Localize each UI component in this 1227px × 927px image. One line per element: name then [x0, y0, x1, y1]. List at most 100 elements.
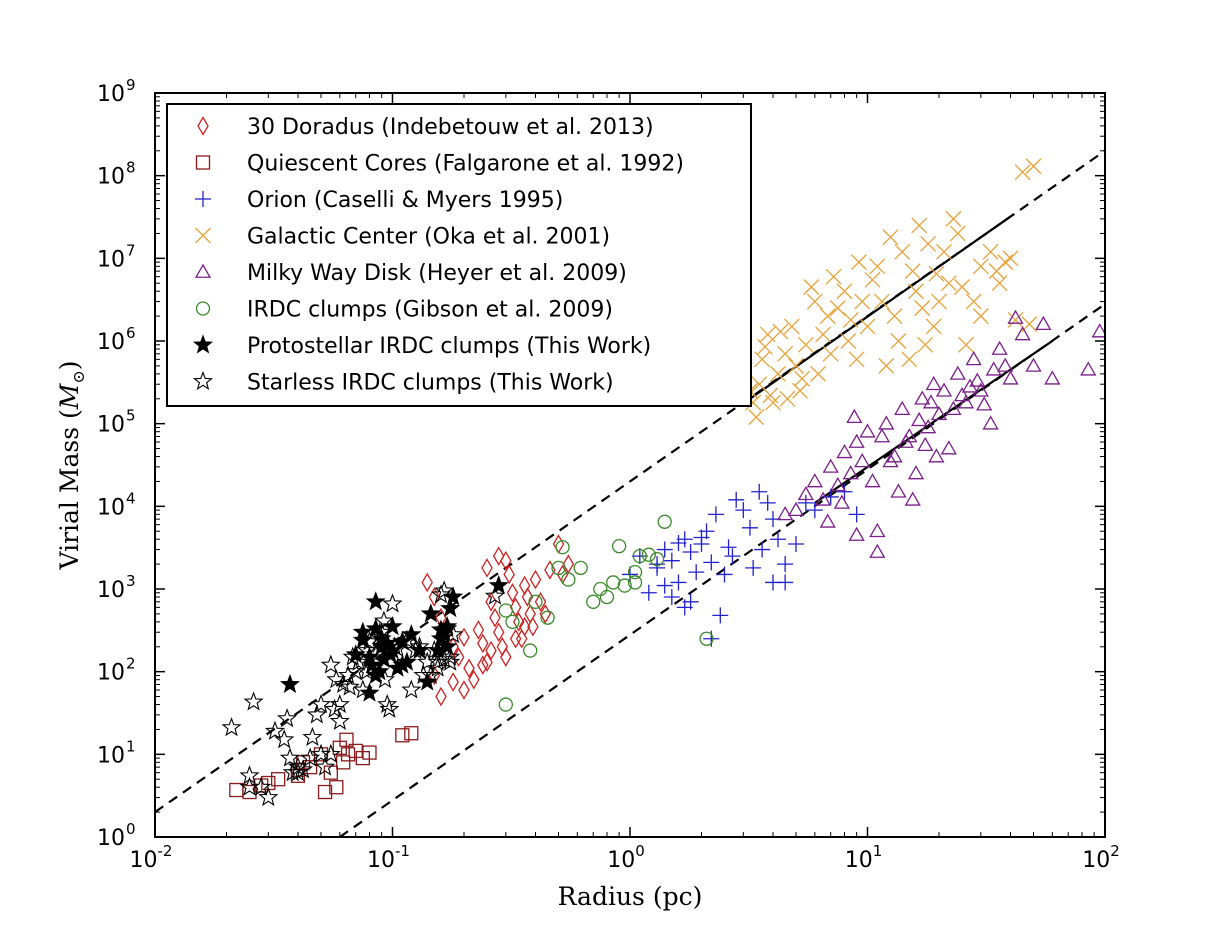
data-point	[815, 326, 832, 343]
data-point	[777, 556, 794, 573]
legend-label: Protostellar IRDC clumps (This Work)	[247, 334, 651, 359]
data-point	[338, 664, 359, 685]
legend-marker	[192, 370, 214, 391]
data-point	[925, 375, 942, 391]
data-point	[356, 661, 377, 681]
data-point	[329, 693, 350, 714]
legend-marker	[195, 301, 211, 316]
data-point	[925, 318, 942, 335]
data-point	[599, 589, 615, 605]
data-point	[561, 572, 576, 587]
data-point	[894, 400, 911, 416]
data-point	[421, 572, 433, 593]
data-point	[314, 756, 336, 776]
data-point	[864, 473, 881, 488]
data-point	[485, 592, 497, 612]
data-point	[377, 693, 398, 714]
data-point	[627, 564, 643, 580]
legend-item-2: Orion (Caselli & Myers 1995)	[195, 188, 563, 213]
y-tick-label: 10	[97, 661, 125, 686]
data-point	[829, 300, 846, 317]
y-tick-base: 10	[97, 661, 125, 686]
data-point	[641, 547, 656, 562]
data-point	[1044, 370, 1061, 385]
x-tick-base: 10	[607, 848, 635, 873]
y-tick-label: 10	[97, 495, 125, 520]
data-point	[310, 693, 332, 714]
x-tick-exponent: -2	[158, 842, 173, 860]
series-2	[622, 483, 865, 647]
data-point	[657, 514, 672, 529]
data-point	[534, 592, 547, 612]
data-point	[435, 686, 447, 707]
data-point	[382, 616, 403, 636]
data-point	[859, 423, 876, 438]
data-point	[901, 351, 918, 368]
data-point	[949, 225, 966, 242]
data-point	[374, 669, 396, 689]
data-point	[427, 657, 448, 677]
data-point	[313, 747, 329, 762]
data-point	[573, 560, 588, 576]
data-point	[777, 574, 794, 591]
data-point	[676, 531, 693, 548]
data-point	[972, 258, 989, 275]
legend-label: Starless IRDC clumps (This Work)	[247, 371, 614, 396]
data-point	[320, 654, 341, 674]
data-point	[928, 265, 945, 282]
legend-item-1: Quiescent Cores (Falgarone et al. 1992)	[195, 152, 684, 177]
data-point	[922, 394, 940, 409]
data-point	[788, 536, 805, 553]
data-point	[1014, 326, 1031, 341]
data-point	[586, 594, 601, 609]
data-point	[848, 351, 865, 368]
data-point	[523, 643, 538, 658]
data-point	[940, 440, 957, 455]
data-point	[982, 243, 999, 260]
data-point	[379, 698, 400, 718]
data-point	[965, 351, 982, 366]
data-point	[384, 636, 405, 656]
data-point	[914, 300, 931, 317]
data-point	[754, 541, 771, 558]
legend-frame	[166, 103, 752, 407]
data-point	[917, 436, 934, 452]
data-point	[882, 453, 899, 468]
data-point	[472, 620, 485, 640]
data-point	[251, 776, 272, 796]
y-tick-exponent: 9	[126, 76, 136, 94]
series-6	[279, 575, 509, 702]
y-tick-base: 10	[97, 495, 125, 520]
data-point	[770, 531, 787, 548]
legend-marker	[195, 155, 211, 170]
data-point	[724, 548, 741, 565]
y-tick-exponent: 0	[126, 820, 136, 838]
data-point	[282, 762, 303, 782]
data-point	[324, 698, 345, 718]
data-point	[310, 743, 332, 763]
data-point	[437, 636, 458, 656]
data-point	[317, 784, 333, 800]
data-point	[688, 564, 705, 581]
data-point	[864, 271, 881, 288]
data-point	[825, 268, 842, 285]
data-point	[911, 411, 928, 427]
data-point	[822, 458, 839, 473]
data-point	[342, 646, 363, 666]
data-point	[428, 587, 441, 607]
data-point	[958, 336, 975, 353]
data-point	[670, 535, 687, 552]
data-point	[682, 593, 699, 610]
data-point	[777, 506, 794, 521]
data-point	[777, 345, 794, 362]
data-point	[440, 597, 461, 618]
series-7	[221, 580, 506, 807]
data-point	[991, 340, 1008, 355]
x-tick-exponent: 1	[873, 842, 883, 860]
y-axis-label: Virial Mass (M⊙)	[55, 360, 88, 570]
data-point	[440, 651, 461, 671]
data-point	[972, 382, 989, 397]
data-point	[395, 728, 410, 743]
x-tick-base: 10	[845, 848, 873, 873]
data-point	[759, 326, 776, 343]
